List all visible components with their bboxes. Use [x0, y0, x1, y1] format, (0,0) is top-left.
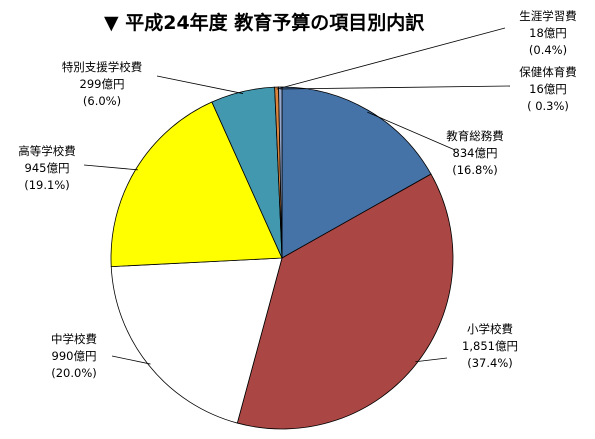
leader-line-hoken-taiiku [280, 85, 511, 90]
slice-label-name-tokubetsu-shien: 特別支援学校費 [62, 60, 143, 74]
leader-line-shougai-gakushuu [276, 27, 506, 90]
pie-slice-shougakkou [236, 173, 454, 430]
slice-label-percent-chuugakkou: (20.0%) [51, 366, 97, 380]
pie-slice-hoken-taiiku [278, 86, 283, 259]
slice-label-value-shougakkou: 1,851億円 [462, 339, 518, 353]
slice-label-value-tokubetsu-shien: 299億円 [80, 77, 125, 91]
slice-label-name-shougakkou: 小学校費 [467, 322, 513, 336]
slice-label-value-kyouiku-soumu: 834億円 [453, 146, 498, 160]
chart-title: ▼ 平成24年度 教育予算の項目別内訳 [104, 11, 425, 34]
pie-slice-kyouiku-soumu [281, 86, 432, 259]
leader-line-shougakkou [415, 357, 448, 363]
slice-label-name-kyouiku-soumu: 教育総務費 [446, 129, 504, 143]
slice-label-name-chuugakkou: 中学校費 [51, 332, 97, 346]
slice-label-percent-kyouiku-soumu: (16.8%) [452, 163, 498, 177]
slice-label-value-chuugakkou: 990億円 [52, 349, 97, 363]
leader-line-kyouiku-soumu [367, 111, 456, 151]
slice-label-percent-shougakkou: (37.4%) [467, 356, 513, 370]
slice-label-percent-tokubetsu-shien: (6.0%) [83, 94, 121, 108]
slice-label-name-koutougakkou: 高等学校費 [18, 144, 76, 158]
slice-label-percent-hoken-taiiku: ( 0.3%) [527, 99, 569, 113]
slice-labels: 教育総務費 834億円 (16.8%) 小学校費 1,851億円 (37.4%) 中学校費 9… [18, 9, 577, 380]
slice-label-name-hoken-taiiku: 保健体育費 [519, 65, 577, 79]
pie-slice-chuugakkou [110, 257, 283, 424]
slice-label-value-koutougakkou: 945億円 [25, 161, 70, 175]
slice-label-percent-koutougakkou: (19.1%) [24, 178, 70, 192]
slice-label-value-hoken-taiiku: 16億円 [529, 82, 567, 96]
leader-line-koutougakkou [83, 164, 138, 171]
leader-line-tokubetsu-shien [156, 75, 244, 94]
leader-line-chuugakkou [111, 355, 151, 365]
pie-slice-koutougakkou [110, 101, 283, 268]
slice-label-percent-shougai-gakushuu: (0.4%) [529, 43, 567, 57]
leader-lines [83, 27, 511, 365]
pie-slices [110, 86, 454, 430]
slice-label-value-shougai-gakushuu: 18億円 [529, 26, 567, 40]
slice-label-name-shougai-gakushuu: 生涯学習費 [519, 9, 577, 23]
